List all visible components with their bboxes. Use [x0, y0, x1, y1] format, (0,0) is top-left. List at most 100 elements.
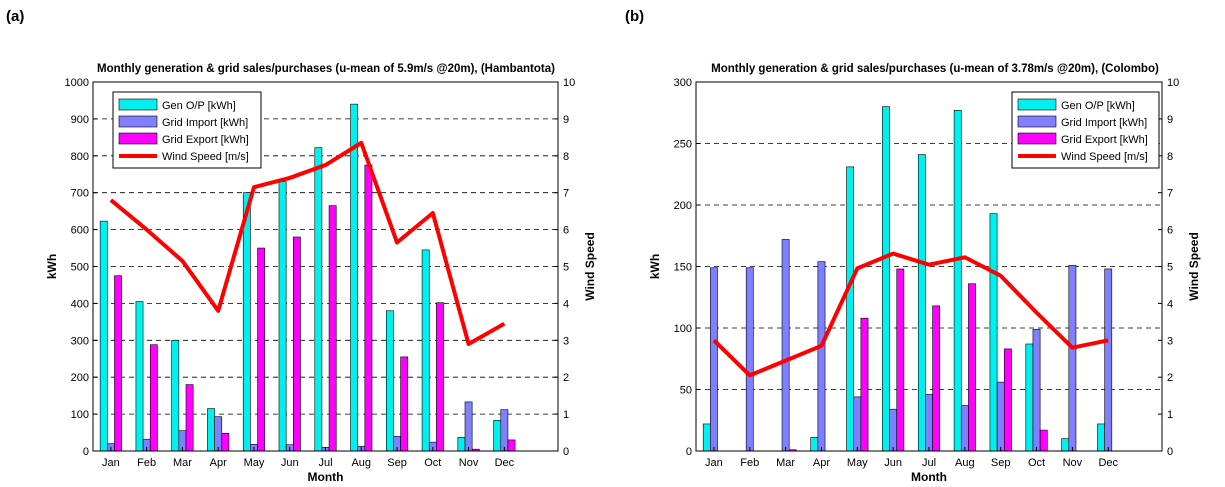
bar-grid-nov	[1068, 264, 1077, 452]
legend-swatch	[1017, 98, 1057, 111]
legend-swatch	[118, 132, 158, 145]
bar-gen-dec	[1097, 423, 1105, 452]
y-tick-label: 250	[674, 139, 692, 151]
x-tick-label-jan: Jan	[102, 457, 120, 469]
bar-grid-aug	[364, 164, 373, 452]
chart-a	[92, 81, 559, 452]
x-tick-label-apr: Apr	[813, 457, 830, 469]
x-tick-label-jul: Jul	[922, 457, 936, 469]
bar-grid-jun	[896, 268, 905, 452]
y-tick-label: 700	[71, 188, 89, 200]
bar-gen-apr	[207, 408, 215, 452]
x-axis-label: Month	[911, 470, 947, 484]
wind-speed-line	[712, 251, 1109, 378]
x-tick-label-dec: Dec	[1098, 457, 1118, 469]
bar-gen-dec	[493, 420, 502, 452]
bar-gen-mar	[171, 339, 180, 452]
bar-grid-jul	[932, 305, 941, 452]
bar-grid-jul	[925, 394, 933, 452]
y2-tick-label: 0	[1167, 446, 1173, 458]
bar-grid-may	[853, 396, 862, 452]
panel-label-b: (b)	[625, 8, 645, 25]
y-tick-label: 200	[71, 372, 89, 384]
bar-gen-oct	[421, 249, 430, 452]
x-tick-label-jun: Jun	[281, 457, 299, 469]
x-tick-label-feb: Feb	[137, 457, 156, 469]
y-tick-label: 400	[71, 298, 89, 310]
y2-axis-label: Wind Speed	[583, 232, 597, 301]
y2-tick-label: 10	[1167, 77, 1179, 89]
x-tick-label-mar: Mar	[173, 457, 192, 469]
chart-b	[695, 81, 1163, 452]
bar-grid-apr	[221, 432, 230, 452]
y2-tick-label: 2	[1167, 372, 1173, 384]
y-tick-label: 300	[71, 335, 89, 347]
bar-grid-apr	[214, 416, 223, 452]
bar-grid-oct	[1032, 328, 1041, 452]
legend	[1011, 91, 1160, 169]
wind-speed-line	[109, 140, 506, 346]
legend	[112, 91, 262, 169]
bar-grid-apr	[817, 261, 826, 452]
y-tick-label: 500	[71, 262, 89, 274]
bar-gen-jul	[917, 154, 926, 452]
y-tick-label: 600	[71, 225, 89, 237]
bar-grid-jan	[710, 267, 718, 452]
y2-tick-label: 2	[563, 372, 569, 384]
chart-title: Monthly generation & grid sales/purchase…	[711, 63, 1159, 75]
bar-grid-sep	[996, 381, 1005, 452]
bar-grid-nov	[464, 401, 473, 452]
x-tick-label-oct: Oct	[1028, 457, 1045, 469]
bar-grid-may	[860, 317, 869, 452]
y2-axis-label: Wind Speed	[1187, 232, 1201, 301]
y2-tick-label: 5	[1167, 262, 1173, 274]
legend-entry: Grid Import [kWh]	[1061, 117, 1147, 129]
bar-gen-jun	[278, 181, 287, 452]
y-axis-label: kWh	[648, 254, 662, 279]
y-tick-label: 900	[71, 114, 89, 126]
bar-gen-may	[846, 166, 855, 452]
bar-grid-jun	[293, 236, 301, 452]
bar-grid-dec	[507, 439, 516, 452]
y-tick-label: 200	[674, 200, 692, 212]
y-tick-label: 800	[71, 151, 89, 163]
y-tick-label: 0	[686, 446, 692, 458]
bar-grid-jul	[328, 205, 337, 452]
y-tick-label: 50	[680, 385, 692, 397]
x-tick-label-jun: Jun	[884, 457, 902, 469]
y2-tick-label: 6	[1167, 225, 1173, 237]
legend-entry: Grid Export [kWh]	[1061, 134, 1148, 146]
bar-gen-jan	[99, 220, 108, 452]
bar-grid-feb	[149, 344, 158, 452]
x-tick-label-dec: Dec	[495, 457, 515, 469]
y2-tick-label: 0	[563, 446, 569, 458]
x-tick-label-jan: Jan	[705, 457, 723, 469]
bar-grid-sep	[1003, 348, 1012, 452]
legend-entry: Wind Speed [m/s]	[162, 151, 249, 163]
legend-entry: Grid Export [kWh]	[162, 134, 249, 146]
legend-swatch	[1017, 132, 1057, 145]
x-tick-label-mar: Mar	[776, 457, 795, 469]
bar-grid-aug	[968, 283, 976, 452]
bar-gen-aug	[350, 103, 358, 452]
bar-gen-jan	[702, 423, 711, 452]
bar-grid-jan	[114, 275, 122, 452]
legend-entry: Wind Speed [m/s]	[1061, 151, 1148, 163]
y2-tick-label: 9	[563, 114, 569, 126]
bar-grid-dec	[500, 409, 509, 452]
y2-tick-label: 7	[563, 188, 569, 200]
bar-gen-nov	[457, 437, 466, 452]
y2-tick-label: 4	[1167, 298, 1173, 310]
bar-gen-oct	[1025, 343, 1034, 452]
x-tick-label-sep: Sep	[387, 457, 407, 469]
bar-grid-oct	[1039, 429, 1048, 452]
panel-label-a: (a)	[6, 8, 25, 25]
x-axis-label: Month	[308, 470, 344, 484]
bar-grid-mar	[781, 239, 790, 452]
y2-tick-label: 4	[563, 298, 569, 310]
y2-tick-label: 3	[1167, 335, 1173, 347]
x-tick-label-may: May	[847, 457, 868, 469]
legend-entry: Grid Import [kWh]	[162, 117, 248, 129]
y2-tick-label: 9	[1167, 114, 1173, 126]
y-tick-label: 150	[674, 262, 692, 274]
